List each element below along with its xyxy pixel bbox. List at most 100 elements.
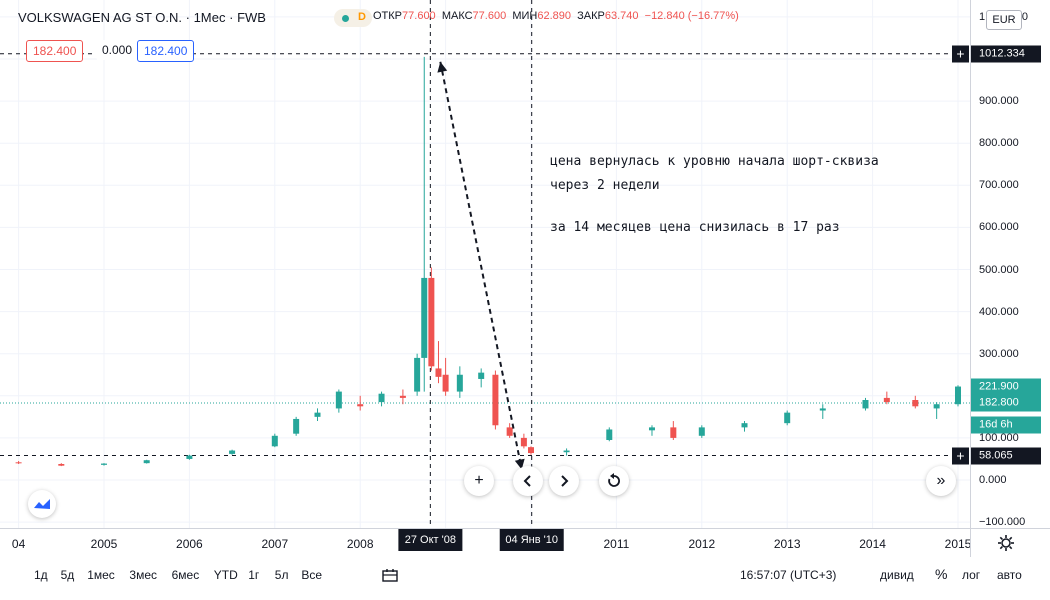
symbol-title[interactable]: VOLKSWAGEN AG ST O.N. · 1Мес · FWB — [18, 10, 266, 25]
candle-body-up — [421, 277, 428, 358]
add-alert-plus-icon[interactable]: + — [952, 447, 969, 465]
log-scale-toggle[interactable]: лог — [962, 568, 981, 582]
price-axis[interactable]: 1.100.0001.000.000900.000800.000700.0006… — [970, 0, 1050, 528]
candle-body-up — [648, 427, 655, 431]
time-tick-label: 2014 — [859, 537, 886, 551]
crosshair-time-badge-1[interactable]: 27 Окт '08 — [398, 529, 462, 551]
price-tick-label: 0.000 — [979, 474, 1007, 486]
market-status-pill[interactable]: D — [334, 9, 372, 27]
candle-body-up — [101, 463, 107, 465]
chevron-right-icon — [561, 475, 569, 487]
chart-settings-corner — [970, 528, 1050, 557]
time-tick-label: 2011 — [603, 537, 630, 551]
candle-body-up — [314, 412, 321, 417]
add-alert-plus-icon[interactable]: + — [952, 45, 969, 63]
chart-pane[interactable]: VOLKSWAGEN AG ST O.N. · 1Мес · FWB D ОТК… — [0, 0, 970, 528]
candle-body-down — [670, 427, 677, 438]
annotation-line-2[interactable]: через 2 недели — [550, 178, 660, 193]
candle-body-up — [229, 450, 236, 454]
timeframe-button[interactable]: 6мес — [171, 568, 200, 582]
time-tick-label: 2012 — [688, 537, 716, 551]
crosshair-price-badge-top[interactable]: 1012.334 — [971, 45, 1041, 63]
zoom-in-button[interactable]: + — [464, 466, 494, 496]
candle-body-up — [819, 408, 826, 411]
last-price-badge[interactable]: 221.900 — [971, 378, 1041, 396]
auto-scale-toggle[interactable]: авто — [997, 568, 1022, 582]
reset-chart-button[interactable] — [599, 466, 629, 496]
delayed-data-icon: D — [358, 11, 366, 23]
bid-price-box[interactable]: 182.400 — [26, 40, 84, 62]
timeframe-button[interactable]: 1г — [248, 568, 260, 582]
timeframe-button[interactable]: YTD — [213, 568, 238, 582]
time-tick-label: 2006 — [176, 537, 203, 551]
candle-body-up — [271, 435, 278, 447]
timeframe-button[interactable]: 1мес — [87, 568, 115, 582]
arrowhead-top-icon — [437, 61, 448, 73]
candle-body-up — [478, 372, 485, 379]
chevron-left-icon — [523, 475, 531, 487]
price-tick-label: 600.000 — [979, 221, 1019, 234]
plus-icon: + — [474, 472, 484, 489]
time-tick-label: 2008 — [346, 537, 374, 551]
candle-body-down — [428, 277, 435, 367]
clock-timezone[interactable]: 16:57:07 (UTC+3) — [740, 568, 837, 582]
double-chevron-right-icon: » — [936, 472, 946, 489]
candle-body-down — [357, 404, 364, 407]
crosshair-price-badge-bottom[interactable]: 58.065 — [971, 447, 1041, 465]
candle-body-up — [456, 374, 463, 392]
candle-body-down — [58, 464, 65, 466]
scroll-left-button[interactable] — [513, 466, 543, 496]
candle-body-down — [912, 400, 919, 407]
scroll-to-realtime-button[interactable]: » — [926, 466, 956, 496]
ohlc-values: ОТКР77.600 МАКС77.600 МИН62.890 ЗАКР63.7… — [373, 10, 739, 22]
chart-legend: VOLKSWAGEN AG ST O.N. · 1Мес · FWB D ОТК… — [18, 9, 739, 27]
time-tick-label: 04 — [11, 537, 26, 551]
percent-scale-toggle[interactable]: % — [935, 566, 948, 582]
timeframe-button[interactable]: 3мес — [129, 568, 157, 582]
candle-body-down — [492, 374, 499, 426]
scroll-right-button[interactable] — [549, 466, 579, 496]
time-axis[interactable]: 0420052006200720082009201020112012201320… — [0, 528, 972, 557]
currency-badge[interactable]: EUR — [986, 10, 1022, 30]
candle-body-up — [143, 460, 150, 464]
time-tick-label: 2007 — [261, 537, 289, 551]
annotation-arrow-line — [439, 61, 523, 470]
timeframe-button[interactable]: Все — [301, 568, 323, 582]
candle-body-up — [606, 429, 613, 441]
candle-body-down — [399, 395, 406, 398]
candle-body-down — [15, 462, 22, 464]
annotation-line-3[interactable]: за 14 месяцев цена снизилась в 17 раз — [550, 220, 840, 235]
candle-body-down — [506, 427, 513, 436]
candle-body-down — [435, 368, 442, 377]
compare-icon[interactable] — [381, 568, 399, 584]
crosshair-time-badge-2[interactable]: 04 Янв '10 — [499, 529, 564, 551]
candle-body-up — [784, 412, 791, 424]
status-dot-icon — [342, 15, 349, 22]
candle-body-down — [883, 397, 890, 403]
ask-price-box[interactable]: 182.400 — [137, 40, 195, 62]
bar-countdown-badge[interactable]: 16d 6h — [971, 416, 1041, 434]
gear-icon[interactable] — [997, 534, 1015, 552]
tradingview-logo-icon — [34, 499, 50, 509]
candle-body-up — [862, 400, 869, 409]
price-tick-label: 900.000 — [979, 95, 1019, 108]
timeframe-button[interactable]: 1д — [34, 568, 48, 582]
candle-body-up — [563, 450, 570, 453]
candle-body-down — [442, 374, 449, 392]
time-tick-label: 2005 — [90, 537, 118, 551]
timeframe-button[interactable]: 5л — [274, 568, 289, 582]
tradingview-logo-button[interactable] — [28, 490, 56, 518]
candle-body-up — [414, 357, 421, 392]
timeframe-button[interactable]: 5д — [60, 568, 75, 582]
price-tick-label: 100.000 — [979, 431, 1019, 444]
chart-canvas[interactable] — [0, 0, 970, 528]
current-price-badge[interactable]: 182.800 — [971, 394, 1041, 412]
time-tick-label: 2013 — [773, 537, 801, 551]
time-tick-label: 2015 — [944, 537, 972, 551]
candle-body-up — [335, 391, 342, 409]
annotation-line-1[interactable]: цена вернулась к уровню начала шорт-скви… — [550, 154, 879, 169]
dividends-toggle[interactable]: дивид — [880, 568, 914, 582]
price-tick-label: 800.000 — [979, 137, 1019, 150]
price-tick-label: −100.000 — [979, 516, 1026, 529]
price-tick-label: 300.000 — [979, 347, 1019, 360]
